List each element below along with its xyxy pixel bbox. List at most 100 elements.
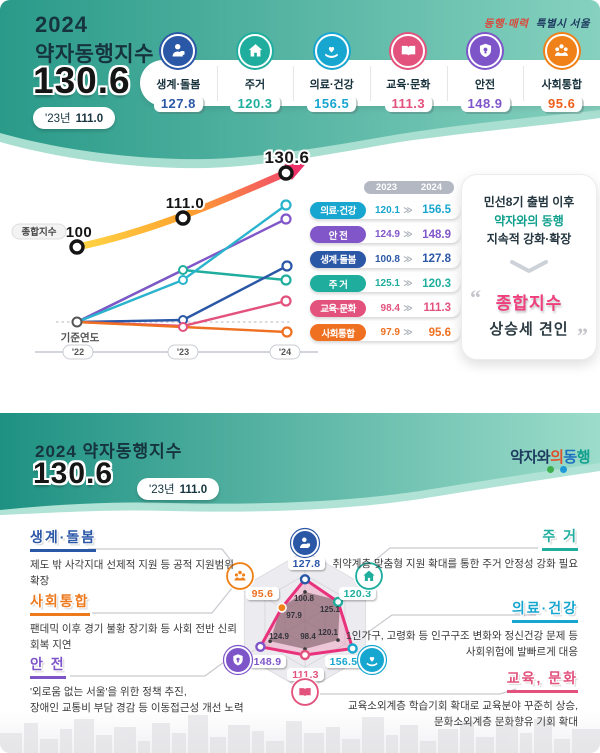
legend-row-social: 사회통합 97.9 ≫ 95.6 — [310, 324, 460, 341]
category-housing: 주거 120.3 — [216, 34, 294, 112]
green-dot-icon — [547, 466, 554, 473]
chevron-down-icon — [510, 259, 548, 273]
value-2023: 124.9 — [374, 229, 400, 240]
arrow-icon: ≫ — [403, 302, 413, 313]
value-2024: 120.3 — [422, 277, 451, 290]
insight-title: 교육, 문화 — [506, 668, 578, 693]
radar-2024-labels: 127.8 120.3 156.5 111.3 148.9 95.6 — [246, 557, 376, 681]
radar-2023-labels: 100.8 125.1 120.1 98.4 124.9 97.9 — [269, 594, 341, 641]
logo-part: 동 — [563, 449, 577, 466]
radar-chart: 100.8 125.1 120.1 98.4 124.9 97.9 127.8 … — [0, 527, 600, 753]
legend-row-medical: 의료·건강 120.1 ≫ 156.5 — [310, 201, 460, 219]
blue-dot-icon — [560, 466, 567, 473]
top-index-value: 130.6 — [33, 60, 131, 101]
trend-line-chart: 기준연도 100 111.0 130.6 종합지수 — [11, 146, 318, 360]
legend-row-education: 교육·문화 98.4 ≫ 111.3 — [310, 299, 460, 317]
value-2023: 125.1 — [374, 278, 400, 289]
open-book-icon — [391, 34, 426, 68]
category-label: 안전 — [474, 79, 496, 91]
marker-start — [71, 316, 83, 328]
legend-table: 2023 2024 의료·건강 120.1 ≫ 156.5 안 전 124.9 … — [310, 181, 460, 341]
info-card: 민선8기 출범 이후 약자와의 동행 지속적 강화·확장 “ 종합지수 상승세 … — [461, 174, 597, 360]
insight-body: 1인가구, 고령화 등 인구구조 변화와 정신건강 문제 등 사회위험에 발빠르… — [345, 630, 578, 659]
category-columns: 생계·돌봄 127.8 주거 120.3 의료·건강 156.5 교육·문화 1… — [140, 34, 600, 112]
card-line-2: 약자와의 동행 — [494, 213, 564, 228]
card-line-1: 민선8기 출범 이후 — [483, 195, 575, 209]
bottom-index-value: 130.6 — [33, 457, 114, 490]
bottom-prev-badge: '23년 111.0 — [137, 478, 220, 500]
legend-col-2023: 2023 — [375, 182, 398, 193]
year-pill — [167, 344, 199, 360]
arrow-icon: ≫ — [403, 327, 413, 337]
marker — [178, 275, 188, 285]
year-label: '23 — [177, 347, 189, 357]
svg-text:95.6: 95.6 — [252, 588, 274, 600]
insight-title: 주 거 — [542, 526, 578, 551]
marker — [178, 322, 188, 332]
house-icon — [353, 560, 385, 592]
year-label: '22 — [72, 347, 84, 357]
legend-col-2024: 2024 — [420, 182, 443, 193]
insight-housing: 주 거 취약계층 맞춤형 지원 확대를 통한 주거 안정성 강화 필요 — [328, 526, 578, 572]
slogan-part-red: 동행·매력 — [483, 18, 529, 30]
value-2023: 120.1 — [374, 204, 400, 216]
category-safety: 안전 148.9 — [446, 34, 524, 112]
insight-title: 의료·건강 — [511, 598, 578, 623]
insight-body: 제도 밖 사각지대 선제적 지원 등 공적 지원범위 확장 — [30, 559, 234, 588]
card-line-3: 지속적 강화·확장 — [486, 232, 572, 247]
quote-close-mark: ” — [577, 322, 588, 348]
category-bar — [140, 60, 600, 106]
legend-pill: 교육·문화 — [310, 299, 366, 317]
insight-title: 사회통합 — [30, 591, 90, 616]
prev-year-label: '23년 — [149, 484, 175, 496]
svg-text:111.3: 111.3 — [292, 669, 319, 681]
slogan-part-navy: 특별시 서울 — [535, 18, 590, 30]
insight-livelihood: 생계·돌봄 제도 밖 사각지대 선제적 지원 등 공적 지원범위 확장 — [30, 527, 245, 590]
composite-marker — [278, 165, 294, 181]
category-label: 사회통합 — [541, 79, 582, 91]
insight-safety: 안 전 '외로움 없는 서울'을 위한 정책 추진, 장애인 교통비 부담 경감… — [30, 654, 245, 717]
composite-label: 종합지수 — [22, 226, 57, 238]
people-group-icon — [544, 34, 579, 68]
svg-text:120.3: 120.3 — [344, 588, 372, 600]
shield-icon — [222, 644, 254, 676]
legend-row-livelihood: 생계·돌봄 100.8 ≫ 127.8 — [310, 250, 460, 268]
x-axis-title: 기준연도 — [61, 331, 100, 344]
value-2023: 97.9 — [380, 327, 400, 338]
legend-row-housing: 주 거 125.1 ≫ 120.3 — [310, 275, 460, 292]
svg-text:97.9: 97.9 — [286, 611, 302, 620]
year-pill — [62, 344, 94, 360]
quote-open-mark: “ — [470, 284, 481, 310]
radar-axis-icons — [222, 527, 388, 708]
legend-pill: 안 전 — [310, 226, 366, 243]
category-education: 교육·문화 111.3 — [370, 34, 447, 112]
legend-pill: 생계·돌봄 — [310, 250, 366, 268]
logo-part: 의 — [550, 449, 564, 466]
category-value: 156.5 — [307, 95, 357, 112]
svg-text:125.1: 125.1 — [320, 605, 341, 614]
legend-pill: 사회통합 — [310, 324, 366, 341]
radar-2023-polygon — [270, 591, 340, 649]
svg-text:148.9: 148.9 — [254, 656, 282, 668]
insight-title: 안 전 — [30, 654, 66, 679]
composite-marker — [69, 239, 85, 255]
heart-hands-icon — [356, 644, 388, 676]
house-icon — [238, 34, 272, 68]
legend-header: 2023 2024 — [364, 181, 454, 194]
people-group-icon — [224, 560, 256, 592]
svg-text:127.8: 127.8 — [293, 558, 321, 570]
shield-icon — [468, 34, 503, 68]
marker — [280, 213, 292, 225]
donghang-logo: 약자와의동행 — [510, 446, 590, 467]
value-2024: 127.8 — [422, 253, 451, 265]
quote-subtitle: 상승세 견인 — [489, 320, 569, 338]
value-2024: 156.5 — [422, 204, 451, 216]
radar-2024-markers — [255, 574, 358, 661]
arrow-icon: ≫ — [403, 229, 413, 239]
value-2023: 100.8 — [374, 253, 400, 265]
category-value: 120.3 — [230, 95, 280, 112]
category-label: 의료·건강 — [309, 79, 354, 91]
category-label: 생계·돌봄 — [156, 79, 201, 91]
year-pill — [269, 344, 301, 360]
